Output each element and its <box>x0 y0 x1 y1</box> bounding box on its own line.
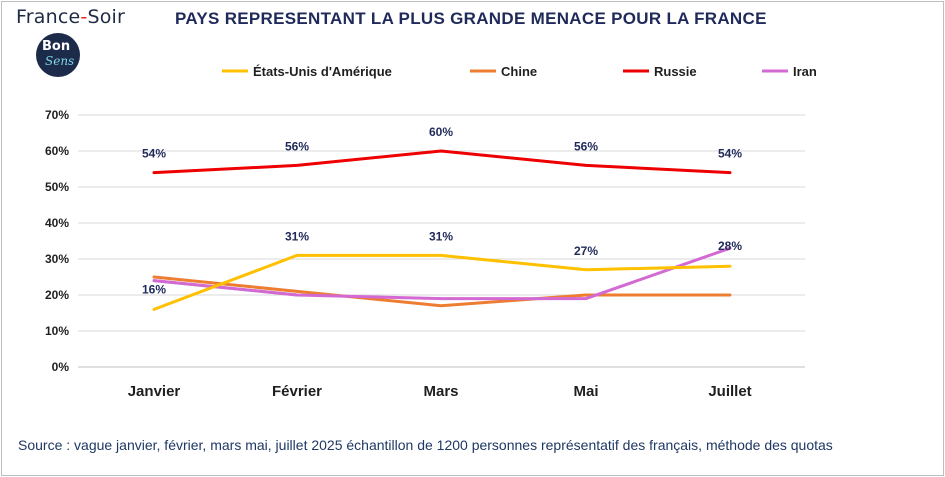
x-tick-label: Mai <box>573 383 598 400</box>
data-label: 54% <box>718 147 742 161</box>
series-line <box>152 275 732 308</box>
gridlines <box>78 114 805 368</box>
y-axis: 0% 10% 20% 30% 40% 50% 60% 70% <box>45 108 69 374</box>
series-line <box>152 246 732 301</box>
chart-title: PAYS REPRESENTANT LA PLUS GRANDE MENACE … <box>175 9 767 28</box>
legend-label: États-Unis d'Amérique <box>253 64 392 79</box>
y-tick-label: 30% <box>45 252 69 266</box>
data-label: 31% <box>285 229 309 243</box>
y-tick-label: 50% <box>45 180 69 194</box>
series-lines <box>152 149 732 311</box>
bon-sens-logo: Bon Sens <box>36 33 80 77</box>
x-tick-label: Juillet <box>708 383 751 400</box>
x-tick-label: Janvier <box>128 383 181 400</box>
series-line <box>152 149 732 175</box>
legend: États-Unis d'Amérique Chine Russie Iran <box>222 64 817 79</box>
y-tick-label: 10% <box>45 324 69 338</box>
data-label: 27% <box>574 244 598 258</box>
y-tick-label: 20% <box>45 288 69 302</box>
x-axis: Janvier Février Mars Mai Juillet <box>128 383 752 400</box>
data-label: 56% <box>574 139 598 153</box>
source-note: Source : vague janvier, février, mars ma… <box>18 437 833 453</box>
data-label: 31% <box>429 229 453 243</box>
data-label: 60% <box>429 125 453 139</box>
logo-line-1: Bon <box>42 39 71 54</box>
legend-label: Chine <box>501 64 537 79</box>
brand-logo: France-Soir <box>16 6 125 28</box>
y-tick-label: 60% <box>45 144 69 158</box>
x-tick-label: Février <box>272 383 322 400</box>
legend-label: Russie <box>654 64 697 79</box>
x-tick-label: Mars <box>423 383 458 400</box>
data-labels: 16% 31% 31% 27% 28% 54% 56% 60% 56% 54% <box>142 125 742 296</box>
brand-name-right: Soir <box>87 6 126 28</box>
brand-name-left: France <box>16 6 81 28</box>
data-label: 56% <box>285 139 309 153</box>
legend-label: Iran <box>793 64 817 79</box>
y-tick-label: 0% <box>52 360 70 374</box>
brand-dash: - <box>80 6 88 28</box>
y-tick-label: 40% <box>45 216 69 230</box>
y-tick-label: 70% <box>45 108 69 122</box>
logo-line-2: Sens <box>45 54 75 68</box>
series-line <box>152 253 732 311</box>
data-label: 28% <box>718 239 742 253</box>
data-label: 54% <box>142 147 166 161</box>
data-label: 16% <box>142 282 166 296</box>
